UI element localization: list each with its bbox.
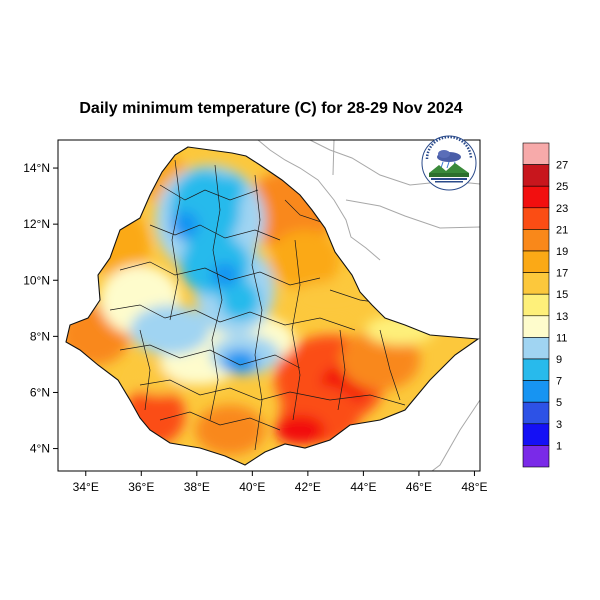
x-tick-label: 36°E	[128, 480, 154, 494]
y-tick-label: 12°N	[23, 217, 50, 231]
y-tick-label: 8°N	[30, 329, 50, 343]
y-tick-label: 4°N	[30, 442, 50, 456]
ethiopian-meteorology-institute-logo	[421, 135, 477, 191]
y-tick-label: 6°N	[30, 385, 50, 399]
y-tick-label: 14°N	[23, 161, 50, 175]
temperature-region	[211, 263, 239, 287]
colorbar-swatch	[522, 315, 550, 338]
colorbar-swatch	[522, 401, 550, 425]
temperature-region	[171, 211, 199, 239]
colorbar-swatch	[522, 229, 550, 252]
colorbar-swatch	[522, 185, 550, 209]
ethiopia-border	[65, 146, 480, 466]
colorbar-swatch	[522, 358, 550, 381]
colorbar-label: 5	[556, 397, 562, 409]
x-tick-label: 46°E	[406, 480, 432, 494]
x-tick-label: 44°E	[350, 480, 376, 494]
colorbar-swatch	[522, 380, 550, 403]
temperature-region	[215, 175, 245, 205]
temperature-region	[290, 282, 370, 318]
colorbar-swatch	[522, 164, 550, 187]
x-tick-label: 48°E	[461, 480, 487, 494]
colorbar-label: 3	[556, 419, 562, 431]
plot-frame	[57, 139, 481, 472]
colorbar-label: 13	[556, 311, 568, 323]
colorbar-label: 1	[556, 440, 562, 452]
temperature-region	[130, 305, 210, 355]
colorbar-label: 27	[556, 160, 568, 172]
colorbar-label: 23	[556, 203, 568, 215]
colorbar-label: 15	[556, 289, 568, 301]
colorbar-swatch	[522, 250, 550, 273]
temperature-region	[195, 405, 265, 455]
colorbar-label: 19	[556, 246, 568, 258]
colorbar-label: 7	[556, 376, 562, 388]
colorbar-label: 11	[556, 332, 567, 344]
x-tick-label: 38°E	[184, 480, 210, 494]
colorbar-swatch	[522, 445, 550, 468]
y-tick-label: 10°N	[23, 273, 50, 287]
temperature-region	[275, 415, 325, 445]
temperature-region	[270, 230, 340, 290]
neighbour-outlines	[257, 140, 480, 471]
colorbar-label: 17	[556, 268, 568, 280]
colorbar-swatch	[522, 142, 550, 165]
map-title: Daily minimum temperature (C) for 28-29 …	[79, 100, 462, 117]
x-tick-label: 34°E	[73, 480, 99, 494]
colorbar-swatch	[522, 207, 550, 230]
colorbar-swatch	[522, 293, 550, 317]
colorbar-swatch	[522, 423, 550, 446]
colorbar-label: 21	[556, 224, 568, 236]
temperature-region	[222, 350, 258, 374]
colorbar: 27 25 23 21 19 17 15 13 11 9 7 5 3 1	[522, 142, 568, 468]
x-axis: 34°E 36°E 38°E 40°E 42°E 44°E 46°E 48°E	[73, 471, 488, 494]
admin-borders	[109, 159, 421, 451]
colorbar-label: 25	[556, 181, 568, 193]
colorbar-label: 9	[556, 354, 562, 366]
colorbar-swatch	[522, 337, 550, 360]
x-tick-label: 40°E	[239, 480, 265, 494]
x-tick-label: 42°E	[295, 480, 321, 494]
temperature-region	[220, 280, 260, 320]
y-axis: 14°N 12°N 10°N 8°N 6°N 4°N	[23, 161, 58, 456]
colorbar-swatch	[522, 272, 550, 295]
